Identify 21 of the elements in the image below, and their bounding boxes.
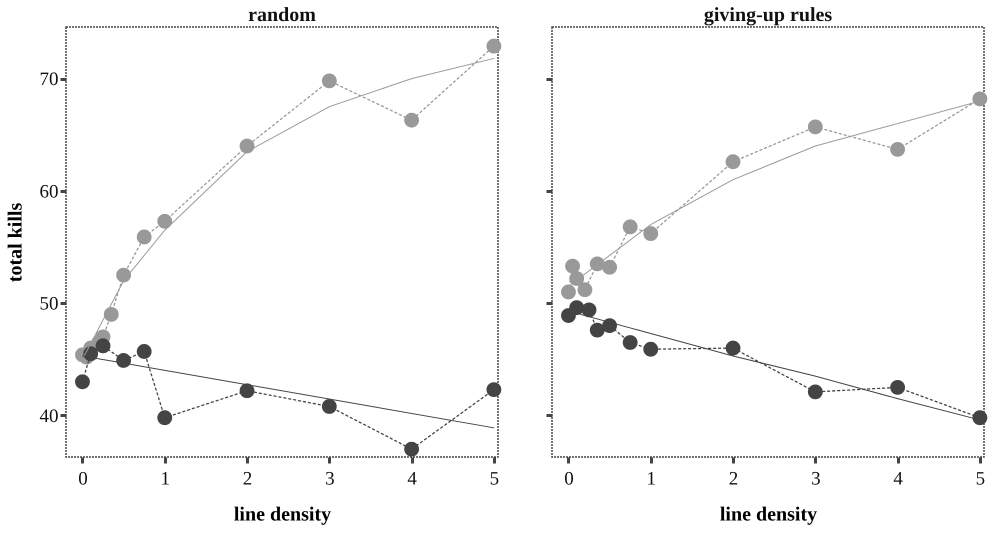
y-axis-title: total kills	[4, 202, 26, 282]
x-tick-label: 2	[242, 468, 252, 490]
y-tick-label: 70	[40, 69, 58, 90]
x-tick-label: 4	[893, 468, 904, 490]
x-tick-label: 4	[407, 468, 418, 490]
y-tick-label: 40	[40, 406, 58, 427]
x-tick-label: 5	[490, 468, 500, 490]
y-tick-label: 60	[40, 181, 58, 202]
x-tick-label: 5	[976, 468, 986, 490]
x-tick-label: 0	[78, 468, 88, 490]
x-tick-label: 3	[811, 468, 821, 490]
y-tick-label: 50	[40, 294, 58, 315]
x-tick-label: 2	[728, 468, 738, 490]
x-tick-label: 0	[564, 468, 574, 490]
chart-title: random	[248, 4, 316, 26]
chart-title: giving-up rules	[704, 4, 832, 26]
x-tick-label: 1	[646, 468, 656, 490]
x-axis-title: line density	[234, 504, 332, 526]
x-tick-label: 3	[325, 468, 335, 490]
x-axis-title: line density	[720, 504, 818, 526]
x-tick-label: 1	[160, 468, 170, 490]
